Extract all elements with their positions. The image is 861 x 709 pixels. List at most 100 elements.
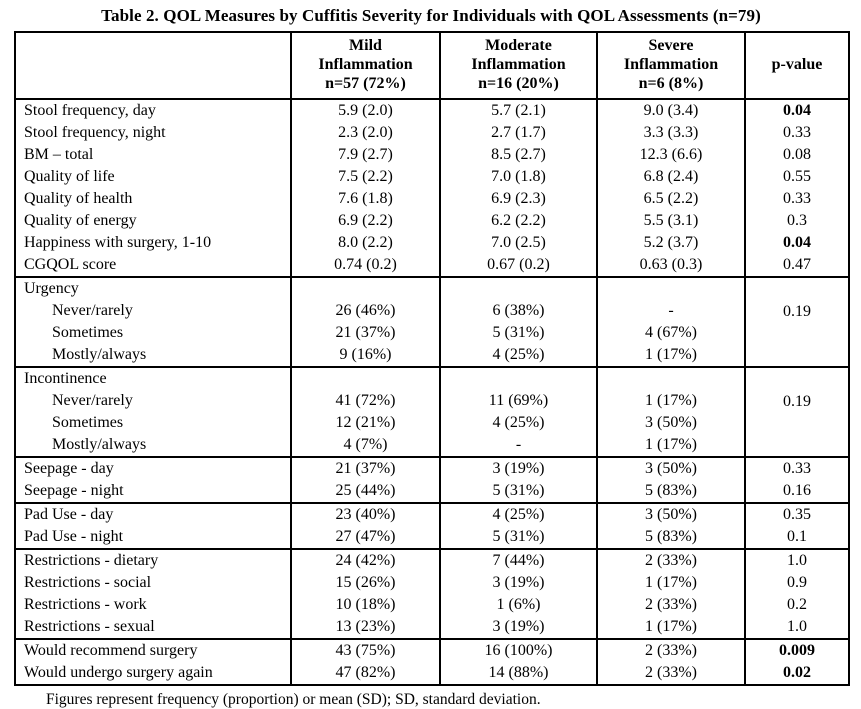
row-label-cell: Quality of health [14, 188, 292, 210]
value-cell: 1 (17%) [596, 434, 746, 457]
value-cell [439, 367, 598, 390]
value-cell: 6.9 (2.3) [439, 188, 598, 210]
value-cell: 16 (100%) [439, 639, 598, 662]
pvalue-cell: 0.35 [744, 503, 850, 526]
column-header: p-value [744, 32, 850, 99]
value-cell: 11 (69%) [439, 390, 598, 412]
header-row: Mild Inflammation n=57 (72%) Moderate Inflam… [14, 32, 850, 99]
value-cell: 7.5 (2.2) [290, 166, 441, 188]
pvalue-cell: 1.0 [744, 616, 850, 639]
value-cell: 3 (50%) [596, 457, 746, 480]
row-label-cell: Pad Use - day [14, 503, 292, 526]
pvalue-cell: 0.3 [744, 210, 850, 232]
value-cell: 4 (67%) [596, 322, 746, 344]
row-label-cell: Quality of life [14, 166, 292, 188]
column-header-line: n=57 (72%) [325, 75, 406, 92]
table-row: Never/rarely 41 (72%) 11 (69%) 1 (17%) [14, 390, 849, 412]
value-cell: - [439, 434, 598, 457]
column-header-line: Moderate [485, 37, 552, 54]
value-cell: 5.2 (3.7) [596, 232, 746, 254]
value-cell: 6.8 (2.4) [596, 166, 746, 188]
row-label-cell: Happiness with surgery, 1-10 [14, 232, 292, 254]
value-cell: 0.67 (0.2) [439, 254, 598, 277]
row-label-cell: Never/rarely [14, 390, 292, 412]
value-cell: 7.9 (2.7) [290, 144, 441, 166]
value-cell: 2 (33%) [596, 639, 746, 662]
value-cell: 2 (33%) [596, 549, 746, 572]
row-label-cell: Never/rarely [14, 300, 292, 322]
value-cell: 5 (83%) [596, 480, 746, 503]
value-cell: 8.5 (2.7) [439, 144, 598, 166]
value-cell: 1 (17%) [596, 572, 746, 594]
value-cell: 7 (44%) [439, 549, 598, 572]
row-label-cell: Urgency [14, 277, 292, 300]
value-cell: 47 (82%) [290, 662, 441, 685]
row-label-cell: Pad Use - night [14, 526, 292, 549]
column-header-line: Inflammation [471, 56, 566, 73]
pvalue-cell: 0.33 [744, 188, 850, 210]
table-row: Quality of health 7.6 (1.8) 6.9 (2.3) 6.5 (… [14, 188, 850, 210]
value-cell [439, 277, 598, 300]
value-cell: 6.2 (2.2) [439, 210, 598, 232]
value-cell: 3.3 (3.3) [596, 122, 746, 144]
column-header: Moderate Inflammation n=16 (20%) [439, 32, 598, 99]
row-label-cell: Would undergo surgery again [14, 662, 292, 685]
row-label-cell: Quality of energy [14, 210, 292, 232]
value-cell: 1 (6%) [439, 594, 598, 616]
table-row: Stool frequency, day 5.9 (2.0) 5.7 (2.1) 9.… [14, 99, 850, 122]
value-cell: 7.0 (1.8) [439, 166, 598, 188]
pvalue-cell: 0.08 [744, 144, 850, 166]
column-header-line: Inflammation [318, 56, 413, 73]
table-row: Sometimes 12 (21%) 4 (25%) 3 (50%) [14, 412, 849, 434]
row-label-cell: Stool frequency, night [14, 122, 292, 144]
table-row: Pad Use - day 23 (40%) 4 (25%) 3 (50%) 0.35 [14, 503, 850, 526]
table-row: Incontinence 0.19 [14, 367, 850, 457]
value-cell: 0.63 (0.3) [596, 254, 746, 277]
value-cell: 5 (31%) [439, 526, 598, 549]
pvalue-cell: 0.19 [744, 367, 850, 457]
table-row: Pad Use - night 27 (47%) 5 (31%) 5 (83%) 0.1 [14, 526, 850, 549]
value-cell: 5 (31%) [439, 480, 598, 503]
value-cell: 5 (83%) [596, 526, 746, 549]
value-cell: 13 (23%) [290, 616, 441, 639]
pvalue-cell: 1.0 [744, 549, 850, 572]
value-cell: 1 (17%) [596, 344, 746, 367]
row-label-cell: Sometimes [14, 322, 292, 344]
value-cell: 5 (31%) [439, 322, 598, 344]
qol-table: Mild Inflammation n=57 (72%) Moderate Inflam… [14, 31, 850, 686]
value-cell: 3 (50%) [596, 503, 746, 526]
table-row: Quality of life 7.5 (2.2) 7.0 (1.8) 6.8 (2.… [14, 166, 850, 188]
pvalue-cell: 0.04 [744, 232, 850, 254]
value-cell: 3 (50%) [596, 412, 746, 434]
table-section: Urgency 0.19 Never/rarely 26 (46%) 6 (38%) - S… [14, 277, 850, 367]
table-header: Mild Inflammation n=57 (72%) Moderate Inflam… [14, 32, 850, 99]
value-cell: - [596, 300, 746, 322]
table-row: Would undergo surgery again 47 (82%) 14 (8… [14, 662, 850, 685]
value-cell: 21 (37%) [290, 457, 441, 480]
pvalue-cell: 0.009 [744, 639, 850, 662]
value-cell: 4 (25%) [439, 503, 598, 526]
value-cell: 8.0 (2.2) [290, 232, 441, 254]
value-cell: 24 (42%) [290, 549, 441, 572]
value-cell: 12 (21%) [290, 412, 441, 434]
column-header-line: n=16 (20%) [478, 75, 559, 92]
value-cell: 41 (72%) [290, 390, 441, 412]
value-cell: 3 (19%) [439, 572, 598, 594]
value-cell [290, 277, 441, 300]
table-row: Mostly/always 9 (16%) 4 (25%) 1 (17%) [14, 344, 849, 367]
table-row: Quality of energy 6.9 (2.2) 6.2 (2.2) 5.5 (… [14, 210, 850, 232]
table-section: Incontinence 0.19 Never/rarely 41 (72%) 11 (… [14, 367, 850, 457]
table-row: Restrictions - dietary 24 (42%) 7 (44%) 2 (… [14, 549, 850, 572]
value-cell: 2.7 (1.7) [439, 122, 598, 144]
value-cell: 12.3 (6.6) [596, 144, 746, 166]
value-cell: 1 (17%) [596, 616, 746, 639]
row-label-cell: Sometimes [14, 412, 292, 434]
value-cell: 26 (46%) [290, 300, 441, 322]
row-label-cell: Mostly/always [14, 434, 292, 457]
value-cell: 9 (16%) [290, 344, 441, 367]
table-row: Mostly/always 4 (7%) -1 (17%) [14, 434, 849, 457]
table-row: Sometimes 21 (37%) 5 (31%) 4 (67%) [14, 322, 849, 344]
value-cell: 15 (26%) [290, 572, 441, 594]
row-label-cell: Restrictions - work [14, 594, 292, 616]
